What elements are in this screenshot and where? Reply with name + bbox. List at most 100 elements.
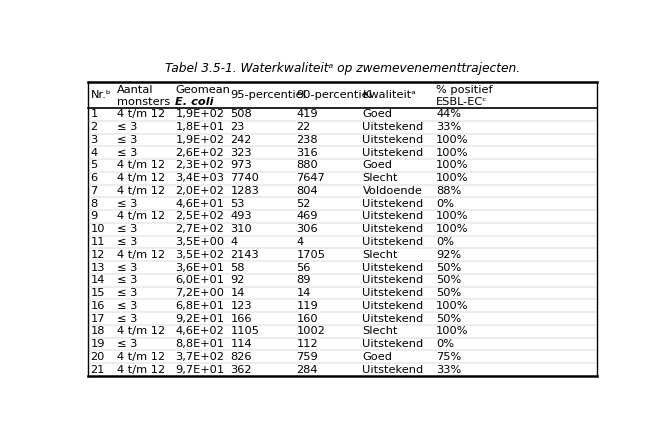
Text: 316: 316: [296, 148, 318, 158]
Text: 14: 14: [296, 288, 311, 298]
Text: 7: 7: [91, 186, 98, 196]
Text: 4 t/m 12: 4 t/m 12: [117, 160, 165, 170]
Text: 8,8E+01: 8,8E+01: [175, 339, 224, 349]
Text: 6,8E+01: 6,8E+01: [175, 301, 224, 311]
Text: 100%: 100%: [436, 224, 469, 234]
Text: Uitstekend: Uitstekend: [362, 275, 424, 285]
Text: 493: 493: [230, 211, 252, 221]
Text: 6,0E+01: 6,0E+01: [175, 275, 224, 285]
Text: ≤ 3: ≤ 3: [117, 288, 137, 298]
Text: Uitstekend: Uitstekend: [362, 135, 424, 145]
Text: 2,0E+02: 2,0E+02: [175, 186, 224, 196]
Text: 119: 119: [296, 301, 318, 311]
Text: 9: 9: [91, 211, 98, 221]
Text: 3,7E+02: 3,7E+02: [175, 352, 224, 362]
Text: 100%: 100%: [436, 173, 469, 183]
Text: Uitstekend: Uitstekend: [362, 301, 424, 311]
Text: 3,4E+03: 3,4E+03: [175, 173, 224, 183]
Text: 1,9E+02: 1,9E+02: [175, 109, 224, 119]
Text: 50%: 50%: [436, 262, 462, 272]
Text: 1105: 1105: [230, 326, 259, 336]
Text: 50%: 50%: [436, 275, 462, 285]
Text: 9,7E+01: 9,7E+01: [175, 364, 224, 375]
Text: 56: 56: [296, 262, 311, 272]
Text: 2,3E+02: 2,3E+02: [175, 160, 224, 170]
Text: Goed: Goed: [362, 160, 392, 170]
Text: 50%: 50%: [436, 313, 462, 324]
Text: 4 t/m 12: 4 t/m 12: [117, 364, 165, 375]
Text: 50%: 50%: [436, 288, 462, 298]
Text: 33%: 33%: [436, 122, 462, 132]
Text: 2,5E+02: 2,5E+02: [175, 211, 224, 221]
Text: 4: 4: [91, 148, 98, 158]
Text: 3,6E+01: 3,6E+01: [175, 262, 224, 272]
Text: Slecht: Slecht: [362, 326, 398, 336]
Text: 11: 11: [91, 237, 105, 247]
Text: ≤ 3: ≤ 3: [117, 262, 137, 272]
Text: 90-percentiel: 90-percentiel: [296, 90, 372, 100]
Text: 469: 469: [296, 211, 318, 221]
Text: Aantal: Aantal: [117, 85, 153, 95]
Text: 310: 310: [230, 224, 252, 234]
Text: Uitstekend: Uitstekend: [362, 237, 424, 247]
Text: 75%: 75%: [436, 352, 462, 362]
Text: 2,6E+02: 2,6E+02: [175, 148, 224, 158]
Text: monsters: monsters: [117, 97, 170, 107]
Text: ≤ 3: ≤ 3: [117, 237, 137, 247]
Text: 2: 2: [91, 122, 98, 132]
Text: 16: 16: [91, 301, 105, 311]
Text: 826: 826: [230, 352, 252, 362]
Text: Goed: Goed: [362, 352, 392, 362]
Text: 166: 166: [230, 313, 252, 324]
Text: 284: 284: [296, 364, 318, 375]
Text: Geomean: Geomean: [175, 85, 230, 95]
Text: 759: 759: [296, 352, 318, 362]
Text: 19: 19: [91, 339, 105, 349]
Text: 5: 5: [91, 160, 98, 170]
Text: 804: 804: [296, 186, 318, 196]
Text: 238: 238: [296, 135, 318, 145]
Text: Tabel 3.5-1. Waterkwaliteitᵃ op zwemevenementtrajecten.: Tabel 3.5-1. Waterkwaliteitᵃ op zwemeven…: [165, 62, 520, 75]
Text: 3,5E+02: 3,5E+02: [175, 250, 224, 260]
Text: Kwaliteitᵃ: Kwaliteitᵃ: [362, 90, 416, 100]
Text: 100%: 100%: [436, 135, 469, 145]
Text: Voldoende: Voldoende: [362, 186, 422, 196]
Text: 7647: 7647: [296, 173, 325, 183]
Text: 1,9E+02: 1,9E+02: [175, 135, 224, 145]
Text: Uitstekend: Uitstekend: [362, 339, 424, 349]
Text: 33%: 33%: [436, 364, 462, 375]
Text: 114: 114: [230, 339, 252, 349]
Text: 880: 880: [296, 160, 318, 170]
Text: 58: 58: [230, 262, 245, 272]
Text: 15: 15: [91, 288, 105, 298]
Text: 4 t/m 12: 4 t/m 12: [117, 173, 165, 183]
Text: Uitstekend: Uitstekend: [362, 288, 424, 298]
Text: 1,8E+01: 1,8E+01: [175, 122, 224, 132]
Text: 0%: 0%: [436, 339, 454, 349]
Text: ≤ 3: ≤ 3: [117, 313, 137, 324]
Text: 14: 14: [230, 288, 244, 298]
Text: 89: 89: [296, 275, 311, 285]
Text: 4 t/m 12: 4 t/m 12: [117, 109, 165, 119]
Text: 508: 508: [230, 109, 252, 119]
Text: 112: 112: [296, 339, 318, 349]
Text: 4 t/m 12: 4 t/m 12: [117, 250, 165, 260]
Text: ESBL-ECᶜ: ESBL-ECᶜ: [436, 97, 488, 107]
Text: 1283: 1283: [230, 186, 259, 196]
Text: 7740: 7740: [230, 173, 259, 183]
Text: ≤ 3: ≤ 3: [117, 148, 137, 158]
Text: ≤ 3: ≤ 3: [117, 135, 137, 145]
Text: 323: 323: [230, 148, 252, 158]
Text: 10: 10: [91, 224, 105, 234]
Text: 17: 17: [91, 313, 105, 324]
Text: Uitstekend: Uitstekend: [362, 364, 424, 375]
Text: 419: 419: [296, 109, 318, 119]
Text: Uitstekend: Uitstekend: [362, 199, 424, 209]
Text: 4,6E+02: 4,6E+02: [175, 326, 224, 336]
Text: 13: 13: [91, 262, 105, 272]
Text: 14: 14: [91, 275, 105, 285]
Text: 306: 306: [296, 224, 318, 234]
Text: Goed: Goed: [362, 109, 392, 119]
Text: ≤ 3: ≤ 3: [117, 122, 137, 132]
Text: 1705: 1705: [296, 250, 326, 260]
